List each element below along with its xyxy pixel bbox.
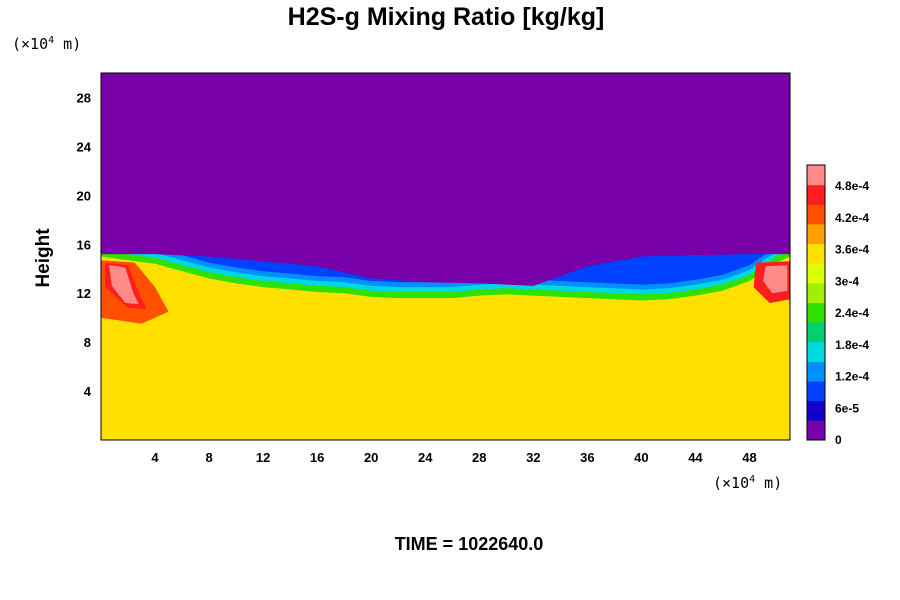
colorbar-swatch [807, 243, 825, 264]
colorbar-swatch [807, 302, 825, 323]
colorbar-tick-label: 1.8e-4 [835, 338, 869, 352]
colorbar-tick-label: 2.4e-4 [835, 306, 869, 320]
x-tick-label: 36 [580, 450, 594, 465]
plot-frame [100, 72, 791, 441]
left-plume-core [109, 265, 139, 305]
y-tick-label: 20 [77, 188, 91, 203]
colorbar-frame [806, 164, 826, 441]
colorbar-swatch [807, 263, 825, 284]
colorbar-swatch [807, 282, 825, 303]
colorbar-swatch [807, 204, 825, 225]
y-unit-label: (×104 m) [12, 35, 81, 53]
colorbar-tick-label: 3e-4 [835, 274, 859, 288]
time-label: TIME = 1022640.0 [395, 534, 544, 554]
colorbar-swatch [807, 223, 825, 245]
colorbar-tick-label: 3.6e-4 [835, 243, 869, 257]
colorbar-swatch [807, 184, 825, 205]
y-tick-label: 12 [77, 286, 91, 301]
x-unit-label: (×104 m) [713, 474, 782, 492]
colorbar-tick-label: 4.8e-4 [835, 179, 869, 193]
chart-title: H2S-g Mixing Ratio [kg/kg] [288, 3, 605, 31]
colorbar-tick-label: 6e-5 [835, 401, 859, 415]
plot-area [100, 72, 791, 441]
x-tick-label: 48 [742, 450, 756, 465]
x-tick-label: 8 [205, 450, 212, 465]
colorbar-swatch [807, 165, 825, 186]
colorbar-swatch [807, 361, 825, 382]
x-tick-label: 4 [151, 450, 159, 465]
x-tick-label: 40 [634, 450, 648, 465]
x-tick-label: 12 [256, 450, 270, 465]
colorbar-swatch [807, 341, 825, 362]
colorbar-swatch [807, 322, 825, 343]
colorbar-swatch [807, 420, 825, 441]
x-ticks: 4 8 12 16 20 24 28 32 36 40 44 48 [151, 450, 756, 465]
upper-field [101, 73, 790, 286]
x-tick-label: 44 [688, 450, 703, 465]
y-ticks: 4 8 12 16 20 24 28 [77, 90, 92, 399]
x-tick-label: 20 [364, 450, 378, 465]
y-axis-label: Height [33, 228, 54, 288]
right-plume-core [763, 265, 788, 294]
x-tick-label: 24 [418, 450, 433, 465]
colorbar-tick-label: 4.2e-4 [835, 211, 869, 225]
colorbar-tick-label: 1.2e-4 [835, 370, 869, 384]
y-tick-label: 24 [77, 139, 92, 154]
x-tick-label: 16 [310, 450, 324, 465]
y-tick-label: 8 [84, 335, 91, 350]
colorbar-swatch [807, 381, 825, 402]
y-tick-label: 16 [77, 237, 91, 252]
colorbar-tick-label: 0 [835, 433, 842, 447]
colorbar: 0 6e-5 1.2e-4 1.8e-4 2.4e-4 3e-4 3.6e-4 4.2e-4 4… [806, 164, 869, 447]
x-tick-label: 28 [472, 450, 486, 465]
y-tick-label: 28 [77, 90, 91, 105]
x-tick-label: 32 [526, 450, 540, 465]
y-tick-label: 4 [84, 384, 92, 399]
colorbar-swatch [807, 400, 825, 421]
